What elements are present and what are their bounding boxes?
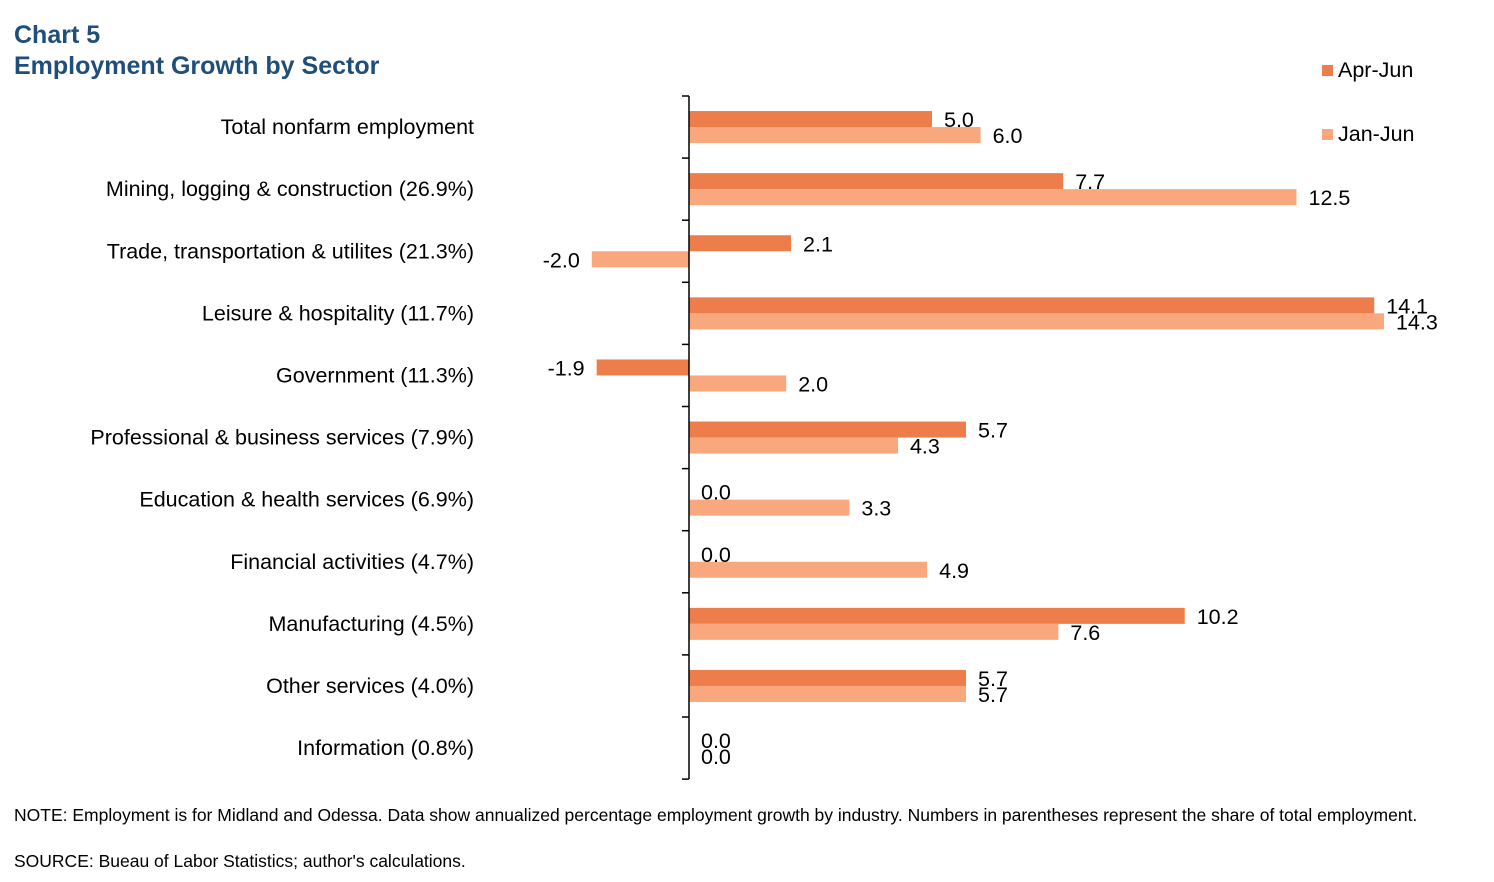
data-label: 4.9 — [939, 559, 969, 583]
bar-jan-jun — [689, 437, 898, 454]
data-labels: 5.0 6.0 7.7 12.5 2.1 -2.0 14.114.3 -1.9 2.0 5.7 4.… — [543, 108, 1438, 769]
bar-apr-jun — [689, 421, 967, 438]
bar-jan-jun — [689, 623, 1059, 640]
data-label: 5.7 — [978, 683, 1008, 707]
bar-apr-jun — [689, 111, 932, 128]
bar-jan-jun — [591, 251, 689, 268]
bar-jan-jun — [689, 375, 787, 392]
data-label: 14.1 — [1386, 294, 1428, 318]
bar-jan-jun — [689, 499, 850, 516]
bar-apr-jun — [689, 669, 967, 686]
category-label: Financial activities (4.7%) — [230, 550, 474, 574]
data-label: 2.1 — [803, 232, 833, 256]
data-label: 0.0 — [701, 729, 731, 753]
bar-jan-jun — [689, 127, 981, 144]
chart-title-block: Chart 5 Employment Growth by Sector — [14, 20, 379, 82]
bar-jan-jun — [689, 189, 1297, 206]
data-label: -2.0 — [543, 248, 580, 272]
data-label: 5.7 — [978, 667, 1008, 691]
category-label: Trade, transportation & utilites (21.3%) — [107, 239, 474, 263]
legend-label: Jan-Jun — [1338, 122, 1415, 146]
data-label: 4.3 — [910, 435, 940, 459]
bar-apr-jun — [689, 173, 1064, 190]
data-label: 5.7 — [978, 419, 1008, 443]
data-label: -1.9 — [548, 356, 585, 380]
bar-jan-jun — [689, 313, 1384, 330]
category-label: Mining, logging & construction (26.9%) — [106, 177, 474, 201]
chart-note: NOTE: Employment is for Midland and Odes… — [14, 805, 1418, 825]
category-label: Professional & business services (7.9%) — [90, 426, 474, 450]
category-label: Leisure & hospitality (11.7%) — [202, 301, 474, 325]
bar-jan-jun — [689, 685, 967, 702]
bar-apr-jun — [689, 607, 1185, 624]
data-label: 5.0 — [944, 108, 974, 132]
data-label: 14.3 — [1396, 310, 1438, 334]
category-label: Manufacturing (4.5%) — [268, 612, 474, 636]
data-label: 3.3 — [861, 497, 891, 521]
chart-source: SOURCE: Bueau of Labor Statistics; autho… — [14, 851, 466, 871]
chart: Total nonfarm employment Mining, logging … — [90, 58, 1438, 780]
chart-title: Employment Growth by Sector — [14, 52, 380, 80]
bars — [591, 111, 1384, 702]
chart-number: Chart 5 — [14, 21, 101, 49]
category-axis — [682, 95, 690, 780]
bar-apr-jun — [596, 359, 689, 376]
legend: Apr-Jun Jan-Jun — [1322, 58, 1415, 146]
category-label: Education & health services (6.9%) — [139, 488, 474, 512]
data-label: 0.0 — [701, 745, 731, 769]
data-label: 6.0 — [993, 124, 1023, 148]
data-label: 12.5 — [1309, 186, 1351, 210]
bar-jan-jun — [689, 561, 928, 578]
data-label: 7.6 — [1070, 621, 1100, 645]
data-label: 7.7 — [1075, 170, 1105, 194]
bar-apr-jun — [689, 235, 792, 252]
data-label: 0.0 — [701, 543, 731, 567]
category-labels: Total nonfarm employment Mining, logging … — [90, 115, 474, 760]
legend-label: Apr-Jun — [1338, 58, 1413, 82]
data-label: 10.2 — [1197, 605, 1239, 629]
legend-swatch — [1322, 129, 1333, 140]
category-label: Information (0.8%) — [297, 736, 474, 760]
legend-swatch — [1322, 65, 1333, 76]
category-label: Government (11.3%) — [276, 363, 474, 387]
bar-apr-jun — [689, 297, 1375, 314]
category-label: Total nonfarm employment — [221, 115, 474, 139]
data-label: 2.0 — [798, 372, 828, 396]
data-label: 0.0 — [701, 481, 731, 505]
category-label: Other services (4.0%) — [266, 674, 474, 698]
